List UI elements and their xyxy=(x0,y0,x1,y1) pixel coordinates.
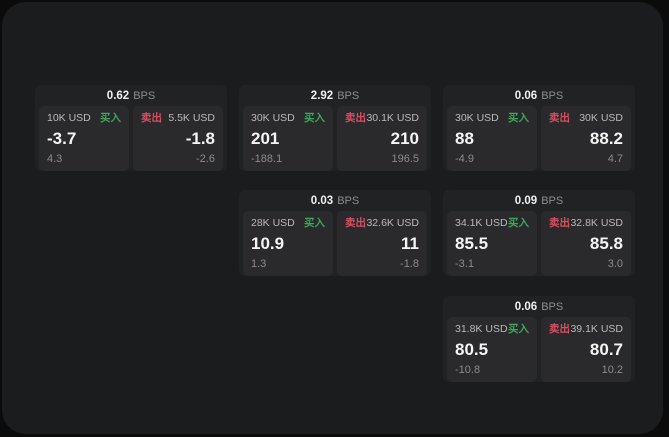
sell-price: 80.7 xyxy=(589,339,623,359)
sell-delta: -2.6 xyxy=(196,153,215,165)
sell-label: 卖出 xyxy=(549,217,570,229)
sell-amount: 32.8K USD xyxy=(570,217,623,229)
buy-amount: 28K USD xyxy=(251,217,295,229)
buy-price: 201 xyxy=(251,128,280,148)
quote-panels: 10K USD 买入 -3.7 4.3 卖出 5.5K USD -1.8 -2.… xyxy=(39,106,223,171)
bps-value: 0.09 xyxy=(514,194,538,207)
bps-unit-label: BPS xyxy=(133,89,156,102)
quote-card[interactable]: 0.09 BPS 34.1K USD 买入 85.5 -3.1 卖出 32.8K… xyxy=(443,190,635,276)
quote-card[interactable]: 2.92 BPS 30K USD 买入 201 -188.1 卖出 30.1K … xyxy=(239,85,431,171)
buy-delta: -4.9 xyxy=(455,153,474,165)
sell-delta: 196.5 xyxy=(391,153,419,165)
sell-label: 卖出 xyxy=(549,323,570,335)
buy-price: 88 xyxy=(455,128,474,148)
buy-delta: -10.8 xyxy=(455,364,481,376)
buy-label: 买入 xyxy=(304,112,325,124)
bps-value: 0.03 xyxy=(310,194,334,207)
sell-panel[interactable]: 卖出 30.1K USD 210 196.5 xyxy=(337,106,427,171)
card-header: 0.62 BPS xyxy=(39,85,223,106)
sell-label: 卖出 xyxy=(345,112,366,124)
sell-panel[interactable]: 卖出 5.5K USD -1.8 -2.6 xyxy=(133,106,223,171)
sell-price: 88.2 xyxy=(589,128,623,148)
quote-panels: 34.1K USD 买入 85.5 -3.1 卖出 32.8K USD 85.8… xyxy=(447,211,631,276)
quote-panels: 30K USD 买入 201 -188.1 卖出 30.1K USD 210 1… xyxy=(243,106,427,171)
buy-panel[interactable]: 34.1K USD 买入 85.5 -3.1 xyxy=(447,211,537,276)
dashboard-panel: 0.62 BPS 10K USD 买入 -3.7 4.3 卖出 5.5K USD… xyxy=(2,2,663,434)
sell-panel[interactable]: 卖出 32.6K USD 11 -1.8 xyxy=(337,211,427,276)
buy-price: -3.7 xyxy=(47,128,77,148)
sell-price: -1.8 xyxy=(185,128,215,148)
quote-card[interactable]: 0.06 BPS 31.8K USD 买入 80.5 -10.8 卖出 39.1… xyxy=(443,296,635,382)
sell-panel[interactable]: 卖出 39.1K USD 80.7 10.2 xyxy=(541,317,631,382)
buy-label: 买入 xyxy=(304,217,325,229)
card-header: 0.09 BPS xyxy=(447,190,631,211)
quote-panels: 31.8K USD 买入 80.5 -10.8 卖出 39.1K USD 80.… xyxy=(447,317,631,382)
sell-label: 卖出 xyxy=(345,217,366,229)
sell-panel[interactable]: 卖出 32.8K USD 85.8 3.0 xyxy=(541,211,631,276)
buy-amount: 10K USD xyxy=(47,112,91,124)
buy-label: 买入 xyxy=(508,323,529,335)
sell-label: 卖出 xyxy=(141,112,162,124)
bps-value: 0.62 xyxy=(106,89,130,102)
card-header: 2.92 BPS xyxy=(243,85,427,106)
card-header: 0.03 BPS xyxy=(243,190,427,211)
buy-delta: -188.1 xyxy=(251,153,283,165)
sell-delta: -1.8 xyxy=(400,258,419,270)
buy-panel[interactable]: 30K USD 买入 201 -188.1 xyxy=(243,106,333,171)
sell-panel[interactable]: 卖出 30K USD 88.2 4.7 xyxy=(541,106,631,171)
quote-panels: 30K USD 买入 88 -4.9 卖出 30K USD 88.2 4.7 xyxy=(447,106,631,171)
buy-delta: -3.1 xyxy=(455,258,474,270)
sell-price: 85.8 xyxy=(589,233,623,253)
buy-label: 买入 xyxy=(508,217,529,229)
buy-panel[interactable]: 30K USD 买入 88 -4.9 xyxy=(447,106,537,171)
sell-price: 210 xyxy=(390,128,419,148)
sell-amount: 5.5K USD xyxy=(168,112,215,124)
quote-card[interactable]: 0.62 BPS 10K USD 买入 -3.7 4.3 卖出 5.5K USD… xyxy=(35,85,227,171)
sell-label: 卖出 xyxy=(549,112,570,124)
buy-price: 80.5 xyxy=(455,339,489,359)
buy-label: 买入 xyxy=(100,112,121,124)
buy-price: 10.9 xyxy=(251,233,285,253)
buy-amount: 30K USD xyxy=(251,112,295,124)
buy-panel[interactable]: 28K USD 买入 10.9 1.3 xyxy=(243,211,333,276)
bps-unit-label: BPS xyxy=(337,194,360,207)
buy-panel[interactable]: 10K USD 买入 -3.7 4.3 xyxy=(39,106,129,171)
quote-card[interactable]: 0.06 BPS 30K USD 买入 88 -4.9 卖出 30K USD 8… xyxy=(443,85,635,171)
card-header: 0.06 BPS xyxy=(447,85,631,106)
sell-amount: 39.1K USD xyxy=(570,323,623,335)
sell-amount: 32.6K USD xyxy=(366,217,419,229)
sell-delta: 10.2 xyxy=(601,364,623,376)
bps-unit-label: BPS xyxy=(541,89,564,102)
quote-card[interactable]: 0.03 BPS 28K USD 买入 10.9 1.3 卖出 32.6K US… xyxy=(239,190,431,276)
card-header: 0.06 BPS xyxy=(447,296,631,317)
bps-unit-label: BPS xyxy=(541,194,564,207)
bps-unit-label: BPS xyxy=(541,300,564,313)
bps-value: 0.06 xyxy=(514,300,538,313)
sell-delta: 4.7 xyxy=(607,153,623,165)
sell-amount: 30K USD xyxy=(579,112,623,124)
buy-amount: 34.1K USD xyxy=(455,217,508,229)
bps-value: 2.92 xyxy=(310,89,334,102)
buy-amount: 30K USD xyxy=(455,112,499,124)
buy-delta: 4.3 xyxy=(47,153,63,165)
bps-unit-label: BPS xyxy=(337,89,360,102)
sell-delta: 3.0 xyxy=(607,258,623,270)
buy-panel[interactable]: 31.8K USD 买入 80.5 -10.8 xyxy=(447,317,537,382)
buy-label: 买入 xyxy=(508,112,529,124)
sell-amount: 30.1K USD xyxy=(366,112,419,124)
buy-amount: 31.8K USD xyxy=(455,323,508,335)
sell-price: 11 xyxy=(401,233,419,253)
buy-delta: 1.3 xyxy=(251,258,267,270)
bps-value: 0.06 xyxy=(514,89,538,102)
buy-price: 85.5 xyxy=(455,233,489,253)
quote-panels: 28K USD 买入 10.9 1.3 卖出 32.6K USD 11 -1.8 xyxy=(243,211,427,276)
